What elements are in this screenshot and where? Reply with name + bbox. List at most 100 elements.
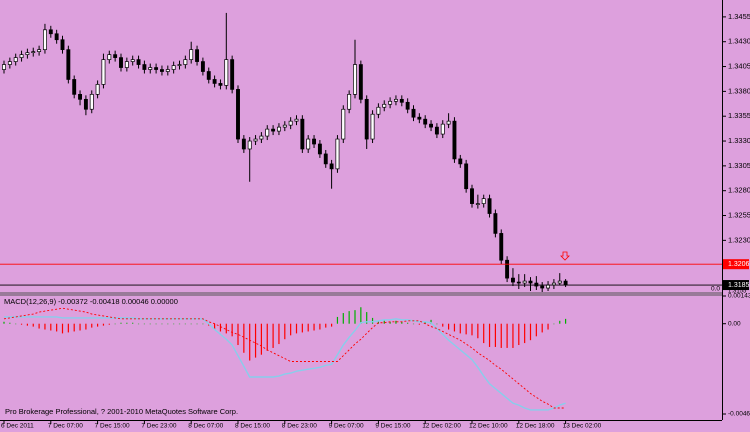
histogram-bar	[143, 323, 145, 325]
histogram-bar	[79, 323, 81, 331]
candle-body	[470, 188, 474, 204]
histogram-bar	[424, 321, 426, 324]
histogram-bar	[284, 323, 286, 340]
histogram-bar	[389, 321, 391, 324]
histogram-bar	[565, 318, 567, 324]
histogram-bar	[541, 323, 543, 333]
candle-body	[200, 61, 205, 72]
y-tick-label: 1.3230	[728, 235, 750, 244]
candle-body	[540, 285, 545, 289]
candle-body	[528, 280, 533, 284]
y-tick-label: 1.3280	[728, 186, 750, 195]
y-tick-label: 1.3430	[728, 37, 750, 46]
candle-body	[323, 153, 328, 165]
candle-body	[353, 64, 357, 95]
candle-body	[499, 233, 504, 261]
candle-body	[440, 123, 445, 135]
histogram-bar	[272, 323, 274, 348]
x-tick-label: 12 Dec 18:00	[516, 423, 555, 430]
histogram-bar	[161, 323, 163, 325]
histogram-bar	[559, 320, 561, 324]
candle-body	[177, 64, 182, 66]
candle-body	[78, 94, 82, 100]
candle-body	[154, 67, 159, 70]
candle-body	[317, 143, 322, 155]
histogram-bar	[67, 323, 69, 333]
histogram-bar	[266, 323, 268, 351]
histogram-bar	[225, 323, 227, 334]
histogram-bar	[535, 323, 537, 337]
candle-body	[546, 284, 551, 289]
candle-body	[329, 163, 334, 170]
histogram-bar	[26, 323, 28, 326]
histogram-bar	[254, 323, 257, 358]
histogram-bar	[500, 323, 502, 348]
x-tick-label: 6 Dec 2011	[1, 423, 34, 430]
candle-body	[534, 282, 539, 287]
histogram-bar	[383, 320, 385, 324]
histogram-bar	[301, 323, 303, 333]
histogram-bar	[56, 323, 58, 332]
candle-body	[107, 54, 112, 60]
y-tick-label: -0.00466	[728, 411, 750, 418]
histogram-bar	[173, 323, 175, 325]
candle-body	[423, 118, 428, 125]
histogram-bar	[132, 322, 134, 324]
histogram-bar	[260, 323, 262, 355]
candle-body	[312, 138, 317, 145]
histogram-bar	[395, 320, 397, 324]
y-tick-label: 1.3330	[728, 136, 750, 145]
price-label-box	[723, 280, 749, 291]
candle-body	[434, 126, 439, 135]
candle-body	[306, 138, 311, 150]
histogram-bar	[401, 321, 403, 324]
histogram-bar	[137, 323, 140, 325]
x-tick-label: 13 Dec 02:00	[563, 423, 602, 430]
histogram-bar	[120, 322, 122, 324]
candle-body	[265, 128, 270, 137]
histogram-bar	[167, 323, 169, 325]
x-tick-label: 12 Dec 02:00	[422, 423, 461, 430]
y-tick-label: 1.3305	[728, 161, 750, 170]
candle-body	[277, 126, 281, 132]
candle-body	[206, 71, 211, 80]
candle-body	[142, 64, 147, 70]
candle-body	[241, 138, 246, 150]
candle-body	[124, 61, 129, 68]
candle-body	[475, 203, 480, 205]
candle-body	[429, 123, 434, 128]
histogram-bar	[231, 323, 233, 337]
x-tick-label: 9 Dec 15:00	[375, 423, 410, 430]
candle-body	[364, 98, 369, 140]
alert-arrow	[560, 251, 570, 261]
candle-body	[358, 64, 363, 100]
candle-body	[171, 65, 176, 70]
x-tick-label: 7 Dec 07:00	[48, 423, 83, 430]
y-tick-label: 0.00143	[728, 293, 750, 300]
candle-body	[189, 49, 194, 60]
candle-body	[511, 277, 515, 283]
histogram-bar	[38, 323, 40, 329]
macd-line	[3, 307, 566, 409]
macd-title: MACD(12,26,9) -0.00372 -0.00418 0.00046 …	[4, 297, 178, 306]
candle-body	[388, 100, 393, 105]
y-tick-label: 1.3255	[728, 211, 750, 220]
x-tick-label: 7 Dec 23:00	[141, 423, 176, 430]
candle-body	[493, 213, 498, 234]
histogram-bar	[214, 323, 216, 330]
histogram-bar	[50, 323, 52, 331]
histogram-bar	[114, 323, 116, 325]
candle-body	[160, 69, 164, 72]
histogram-bar	[20, 323, 23, 325]
histogram-bar	[354, 310, 356, 324]
histogram-bar	[553, 323, 555, 325]
candle-body	[236, 89, 240, 140]
histogram-bar	[85, 323, 87, 330]
candle-body	[405, 101, 410, 110]
histogram-bar	[178, 323, 181, 325]
candle-body	[212, 79, 217, 84]
histogram-bar	[61, 323, 64, 334]
candle-body	[218, 83, 223, 86]
histogram-bar	[325, 323, 327, 328]
histogram-bar	[249, 323, 251, 361]
